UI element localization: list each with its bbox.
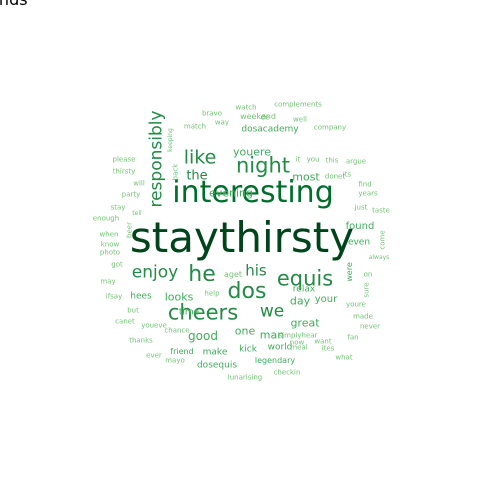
word-dosacademy: dosacademy [241,124,299,135]
word-kick: kick [239,344,257,355]
word-his: his [245,261,267,280]
word-responsibly: responsibly [146,110,167,208]
word-bravo: bravo [201,109,223,118]
word-help: help [204,289,220,298]
word-back: back [171,163,180,181]
word-photo: photo [99,248,121,257]
word-make: make [202,347,228,358]
word-interesting: interesting [172,175,334,210]
word-what: what [335,353,353,362]
word-want: want [314,337,332,346]
word-night: night [235,153,291,178]
word-your: your [314,294,338,305]
word-the: the [186,168,208,184]
word-way: way [214,118,230,127]
word-party: party [121,190,141,199]
word-great: great [290,316,320,330]
word-youre: youre [346,300,366,309]
word-it: it [295,155,301,164]
word-made: made [353,312,373,321]
word-time: time [178,307,200,318]
word-never: never [359,322,381,331]
word-will: will [133,179,145,188]
word-one: one [234,324,256,338]
word-please: please [112,155,136,164]
word-know: know [100,240,120,249]
word-find: find [358,180,372,189]
word-lunarising: lunarising [227,373,263,382]
word-checkin: checkin [273,368,301,377]
word-good: good [188,329,218,343]
word-relax: relax [292,284,316,295]
word-tell: tell [132,210,142,217]
word-staythirsty: staythirsty [129,213,355,262]
word-got: got [111,260,123,269]
word-donet: donet [324,172,346,181]
word-company: company [313,123,347,132]
word-friends: friends [0,0,28,8]
word-beer: beer [125,222,134,238]
word-thirsty: thirsty [112,167,136,176]
word-enjoy: enjoy [131,262,179,283]
word-de: de [260,113,270,122]
word-friend: friend [170,347,194,356]
word-now: now [289,338,305,347]
word-thanks: thanks [129,336,153,345]
word-ifsay: ifsay [105,292,123,301]
word-stay: stay [110,203,126,212]
word-dos: dos [227,279,267,304]
word-he: he [188,262,216,287]
word-watch: watch [235,103,257,112]
word-youere: youere [232,145,272,159]
word-legendary: legendary [254,356,296,365]
word-you: you [306,155,320,164]
word-just: just [354,203,368,212]
word-fan: fan [347,333,359,342]
word-may: may [100,277,116,286]
word-argue: argue [345,157,367,166]
word-equis: equis [276,266,334,291]
word-we: we [259,301,285,322]
word-day: day [289,294,311,308]
word-even: even [347,237,371,248]
word-like: like [183,146,217,169]
word-aget: aget [223,270,243,279]
word-sure: sure [362,282,371,298]
word-simplyhear: simplyhear [278,331,318,340]
word-always: always [368,254,390,261]
word-taste: taste [372,206,390,215]
word-chance: chance [164,326,190,335]
word-youeve: youeve [141,321,167,330]
word-were: were [345,262,354,282]
word-evening: evening [208,186,254,200]
word-meal: meal [290,343,308,352]
word-complements: complements [274,100,322,109]
word-dosequis: dosequis [196,360,238,371]
word-its: its [342,170,352,179]
word-mayo: mayo [165,356,185,365]
word-well: well [293,115,307,124]
word-on: on [363,270,373,279]
word-match: match [183,122,207,131]
word-keeping: keeping [167,128,174,152]
word-this: this [325,156,339,165]
word-weekend: weekend [240,112,276,121]
word-looks: looks [164,290,194,304]
word-ites: ites [321,344,335,353]
word-world: world [267,342,293,353]
word-man: man [259,328,285,342]
word-ever: ever [146,351,162,360]
word-come: come [378,230,387,250]
word-when: when [99,230,119,239]
word-canet: canet [115,317,135,326]
word-enough: enough [92,214,120,223]
word-but: but [127,306,139,315]
word-cheers: cheers [167,300,239,325]
word-years: years [358,189,378,198]
word-hees: hees [130,291,152,302]
word-most: most [292,170,320,184]
word-found: found [345,221,375,232]
